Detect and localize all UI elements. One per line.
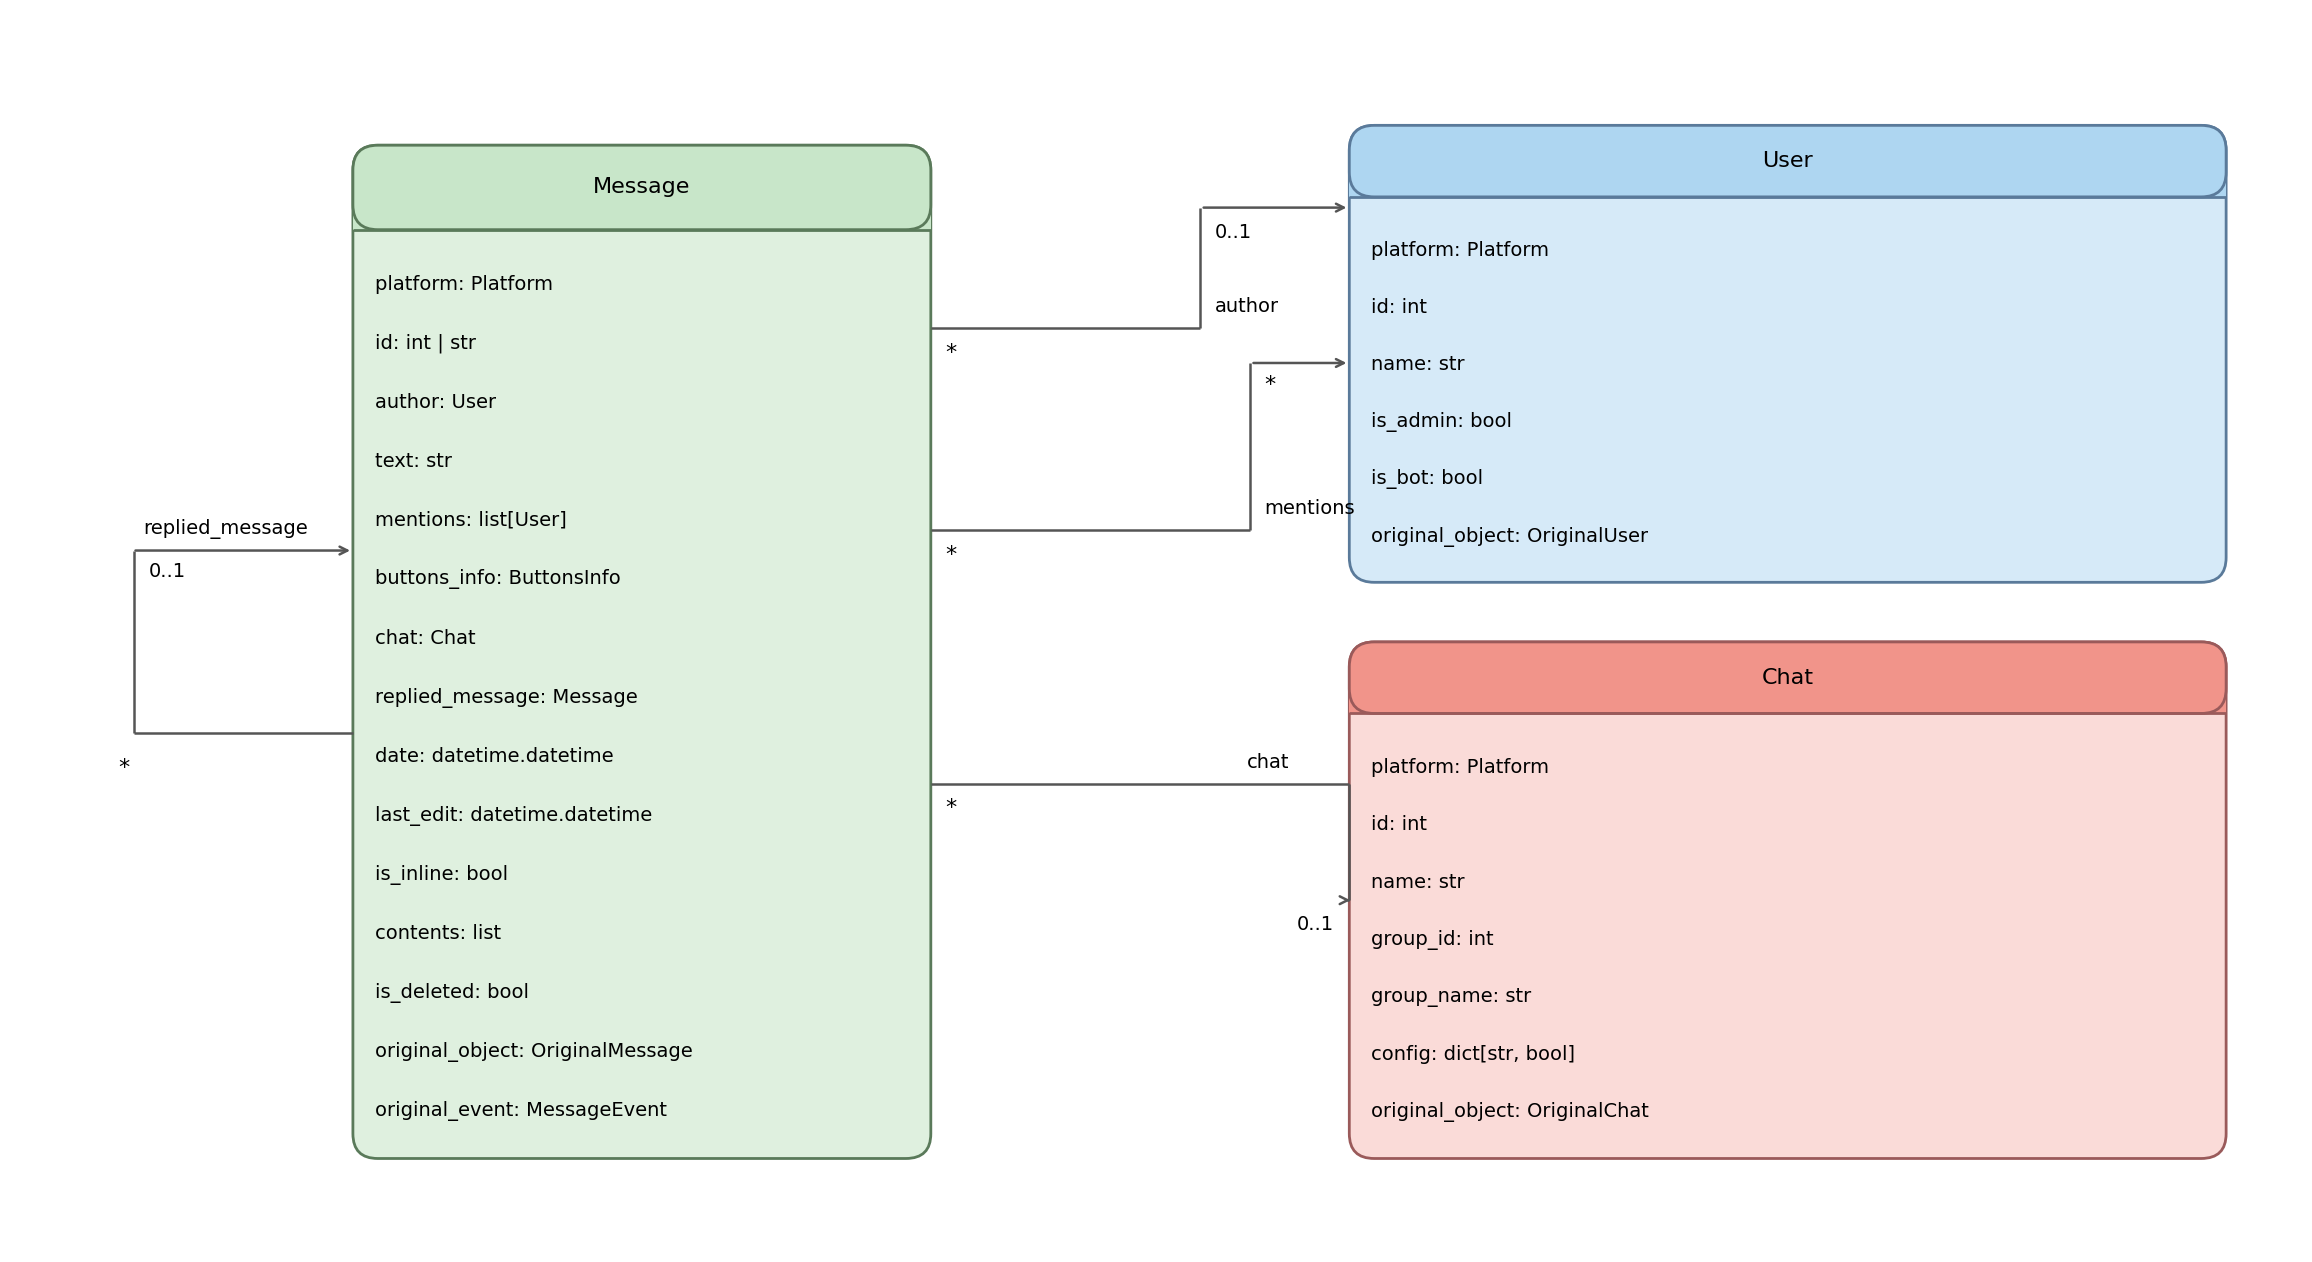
Bar xyxy=(1350,674,2226,713)
FancyBboxPatch shape xyxy=(1350,125,2226,582)
Text: 0..1: 0..1 xyxy=(148,563,185,582)
Text: last_edit: datetime.datetime: last_edit: datetime.datetime xyxy=(375,806,652,825)
Text: replied_message: Message: replied_message: Message xyxy=(375,688,638,708)
Text: name: str: name: str xyxy=(1371,873,1466,892)
Text: mentions: mentions xyxy=(1265,500,1355,519)
Text: text: str: text: str xyxy=(375,452,451,471)
Text: 0..1: 0..1 xyxy=(1297,915,1334,934)
Text: id: int: id: int xyxy=(1371,298,1427,317)
Text: is_bot: bool: is_bot: bool xyxy=(1371,469,1484,490)
Text: platform: Platform: platform: Platform xyxy=(1371,757,1549,776)
FancyBboxPatch shape xyxy=(354,145,932,1159)
Text: replied_message: replied_message xyxy=(143,519,307,539)
Text: name: str: name: str xyxy=(1371,356,1466,375)
Text: id: int: id: int xyxy=(1371,815,1427,834)
Text: is_deleted: bool: is_deleted: bool xyxy=(375,983,529,1003)
FancyBboxPatch shape xyxy=(354,145,932,230)
Text: *: * xyxy=(118,757,129,777)
Bar xyxy=(354,183,932,230)
Text: chat: chat xyxy=(1246,752,1290,771)
Text: Chat: Chat xyxy=(1762,668,1813,688)
Text: User: User xyxy=(1762,151,1813,172)
Text: original_object: OriginalMessage: original_object: OriginalMessage xyxy=(375,1042,694,1063)
Text: *: * xyxy=(946,545,957,565)
Text: chat: Chat: chat: Chat xyxy=(375,628,476,649)
Text: author: User: author: User xyxy=(375,392,497,411)
Text: id: int | str: id: int | str xyxy=(375,333,476,353)
Text: group_id: int: group_id: int xyxy=(1371,930,1494,950)
Text: author: author xyxy=(1214,297,1279,316)
Text: mentions: list[User]: mentions: list[User] xyxy=(375,511,566,530)
Text: contents: list: contents: list xyxy=(375,925,502,944)
Text: config: dict[str, bool]: config: dict[str, bool] xyxy=(1371,1045,1574,1064)
Text: original_object: OriginalChat: original_object: OriginalChat xyxy=(1371,1103,1648,1122)
Text: group_name: str: group_name: str xyxy=(1371,988,1531,1007)
Text: original_object: OriginalUser: original_object: OriginalUser xyxy=(1371,526,1648,546)
Text: is_inline: bool: is_inline: bool xyxy=(375,864,509,885)
Text: Message: Message xyxy=(594,178,691,197)
Text: *: * xyxy=(946,799,957,819)
Text: is_admin: bool: is_admin: bool xyxy=(1371,413,1512,432)
FancyBboxPatch shape xyxy=(1350,125,2226,197)
Text: platform: Platform: platform: Platform xyxy=(375,275,553,294)
Text: 0..1: 0..1 xyxy=(1214,222,1251,241)
Text: date: datetime.datetime: date: datetime.datetime xyxy=(375,747,613,766)
Text: original_event: MessageEvent: original_event: MessageEvent xyxy=(375,1102,666,1121)
Text: *: * xyxy=(1265,375,1276,395)
Text: *: * xyxy=(946,342,957,362)
Bar xyxy=(1350,158,2226,197)
FancyBboxPatch shape xyxy=(1350,642,2226,1159)
Text: buttons_info: ButtonsInfo: buttons_info: ButtonsInfo xyxy=(375,569,620,589)
FancyBboxPatch shape xyxy=(1350,642,2226,713)
Text: platform: Platform: platform: Platform xyxy=(1371,241,1549,260)
